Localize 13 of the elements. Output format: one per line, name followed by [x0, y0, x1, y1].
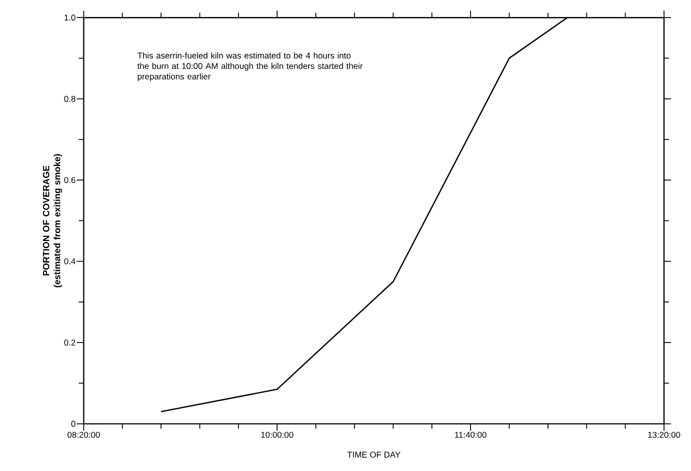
y-tick-label: 0.8 [64, 96, 76, 102]
x-tick-label: 08:20:00 [68, 432, 100, 438]
y-tick-label: 0.6 [64, 177, 76, 184]
y-tick-label: 1.0 [64, 14, 76, 21]
x-tick-label: 11:40:00 [455, 432, 486, 438]
y-tick-label: 0 [71, 420, 76, 427]
y-tick-label: 0.4 [64, 258, 76, 264]
y-tick-label: 0.2 [64, 340, 76, 346]
y-axis-title: PORTION OF COVERAGE (estimated from exiting smoke) [42, 154, 62, 288]
annotation: This aserrin-fueled kiln was estimated to be 4 hours into the burn at 10:00 AM although the kiln tenders started their preparations earlier [137, 52, 363, 82]
x-tick-label: 13:20:00 [648, 432, 680, 438]
x-axis-title: TIME OF DAY [347, 452, 400, 458]
x-tick-label: 10:00:00 [261, 432, 294, 438]
